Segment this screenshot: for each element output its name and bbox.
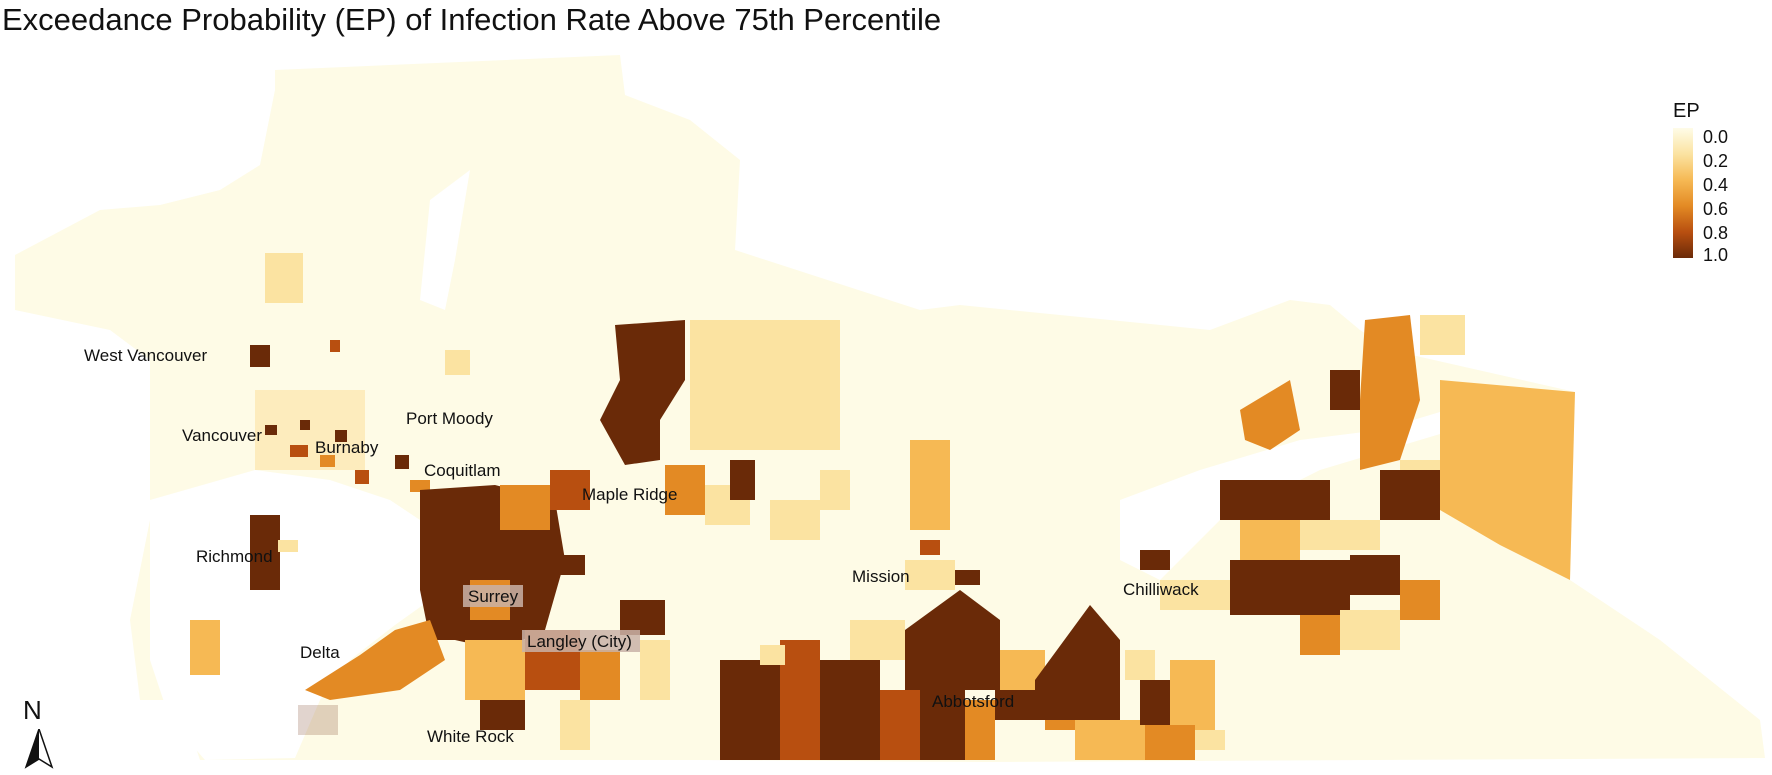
city-label: Delta [300,643,340,662]
north-arrow-icon [24,729,54,769]
legend-tick: 0.0 [1703,127,1729,147]
legend: EP 0.0 0.2 0.4 0.6 0.8 1.0 [1673,100,1768,264]
city-label: Chilliwack [1123,580,1199,599]
city-label: Surrey [468,587,519,606]
city-label-highlight [522,630,640,652]
city-label: Langley (City) [527,632,632,651]
legend-colorbar [1673,128,1693,258]
region-north-shore [250,253,470,375]
region-east-fraser [1035,605,1225,760]
region-mission [905,440,1000,690]
map-title: Exceedance Probability (EP) of Infection… [2,2,942,37]
legend-tick: 0.6 [1703,199,1729,219]
city-labels: West Vancouver Vancouver Burnaby Port Mo… [84,346,1199,746]
legend-tick: 0.8 [1703,223,1729,243]
region-langley [465,600,670,750]
region-maple-ridge [600,320,850,540]
city-label: White Rock [427,727,514,746]
legend-tick: 0.2 [1703,151,1729,171]
city-label: West Vancouver [84,346,207,365]
region-vancouver-burnaby [250,390,430,590]
city-label: Coquitlam [424,461,501,480]
city-label: Burnaby [315,438,379,457]
city-label: Port Moody [406,409,493,428]
north-arrow: N [20,695,60,775]
city-label: Vancouver [182,426,262,445]
north-label: N [23,695,42,725]
city-label: Maple Ridge [582,485,677,504]
legend-tick: 0.4 [1703,175,1729,195]
legend-title: EP [1673,100,1700,122]
region-chilliwack [1140,315,1575,655]
city-label: Abbotsford [932,692,1014,711]
region-delta [190,620,445,735]
city-label: Mission [852,567,910,586]
legend-tick: 1.0 [1703,245,1729,265]
city-label-highlight [463,585,523,607]
city-label: Richmond [196,547,273,566]
